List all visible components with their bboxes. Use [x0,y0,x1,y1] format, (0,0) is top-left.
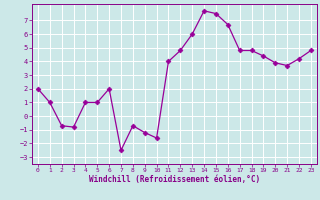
X-axis label: Windchill (Refroidissement éolien,°C): Windchill (Refroidissement éolien,°C) [89,175,260,184]
